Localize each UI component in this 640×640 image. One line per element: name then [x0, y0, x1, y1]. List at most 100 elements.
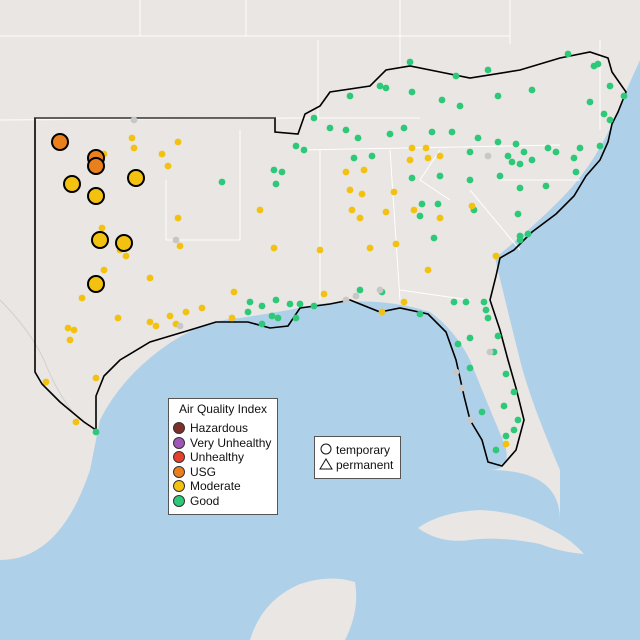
monitor-marker[interactable]	[406, 58, 414, 66]
monitor-marker[interactable]	[452, 72, 460, 80]
monitor-marker[interactable]	[342, 126, 350, 134]
monitor-marker[interactable]	[500, 402, 508, 410]
monitor-marker[interactable]	[92, 374, 100, 382]
temporary-monitor-marker[interactable]	[63, 175, 81, 193]
monitor-marker[interactable]	[174, 138, 182, 146]
monitor-marker[interactable]	[450, 298, 458, 306]
monitor-marker[interactable]	[606, 82, 614, 90]
monitor-marker[interactable]	[376, 82, 384, 90]
monitor-marker[interactable]	[356, 286, 364, 294]
monitor-marker[interactable]	[146, 274, 154, 282]
monitor-marker[interactable]	[182, 308, 190, 316]
monitor-marker[interactable]	[130, 116, 138, 124]
monitor-marker[interactable]	[270, 166, 278, 174]
monitor-marker[interactable]	[516, 184, 524, 192]
monitor-marker[interactable]	[436, 172, 444, 180]
monitor-marker[interactable]	[436, 152, 444, 160]
monitor-marker[interactable]	[354, 134, 362, 142]
monitor-marker[interactable]	[356, 214, 364, 222]
monitor-marker[interactable]	[484, 314, 492, 322]
monitor-marker[interactable]	[358, 190, 366, 198]
monitor-marker[interactable]	[514, 416, 522, 424]
monitor-marker[interactable]	[510, 388, 518, 396]
monitor-marker[interactable]	[176, 242, 184, 250]
monitor-marker[interactable]	[176, 322, 184, 330]
monitor-marker[interactable]	[272, 180, 280, 188]
monitor-marker[interactable]	[382, 84, 390, 92]
monitor-marker[interactable]	[542, 182, 550, 190]
monitor-marker[interactable]	[586, 98, 594, 106]
monitor-marker[interactable]	[376, 286, 384, 294]
monitor-marker[interactable]	[342, 168, 350, 176]
monitor-marker[interactable]	[320, 290, 328, 298]
monitor-marker[interactable]	[122, 252, 130, 260]
monitor-marker[interactable]	[502, 370, 510, 378]
monitor-marker[interactable]	[514, 210, 522, 218]
temporary-monitor-marker[interactable]	[91, 231, 109, 249]
monitor-marker[interactable]	[166, 312, 174, 320]
monitor-marker[interactable]	[286, 300, 294, 308]
monitor-marker[interactable]	[410, 206, 418, 214]
monitor-marker[interactable]	[486, 348, 494, 356]
monitor-marker[interactable]	[164, 162, 172, 170]
monitor-marker[interactable]	[600, 110, 608, 118]
monitor-marker[interactable]	[620, 92, 628, 100]
monitor-marker[interactable]	[366, 244, 374, 252]
monitor-marker[interactable]	[400, 298, 408, 306]
monitor-marker[interactable]	[130, 144, 138, 152]
monitor-marker[interactable]	[478, 408, 486, 416]
monitor-marker[interactable]	[466, 416, 474, 424]
monitor-marker[interactable]	[270, 244, 278, 252]
temporary-monitor-marker[interactable]	[87, 157, 105, 175]
monitor-marker[interactable]	[230, 288, 238, 296]
monitor-marker[interactable]	[350, 154, 358, 162]
monitor-marker[interactable]	[422, 144, 430, 152]
monitor-marker[interactable]	[510, 426, 518, 434]
monitor-marker[interactable]	[296, 300, 304, 308]
monitor-marker[interactable]	[66, 336, 74, 344]
monitor-marker[interactable]	[482, 306, 490, 314]
monitor-marker[interactable]	[292, 142, 300, 150]
monitor-marker[interactable]	[456, 102, 464, 110]
monitor-marker[interactable]	[326, 124, 334, 132]
monitor-marker[interactable]	[92, 428, 100, 436]
monitor-marker[interactable]	[408, 144, 416, 152]
monitor-marker[interactable]	[502, 432, 510, 440]
monitor-marker[interactable]	[382, 208, 390, 216]
monitor-marker[interactable]	[114, 314, 122, 322]
monitor-marker[interactable]	[452, 368, 460, 376]
monitor-marker[interactable]	[484, 66, 492, 74]
monitor-marker[interactable]	[292, 314, 300, 322]
monitor-marker[interactable]	[504, 152, 512, 160]
monitor-marker[interactable]	[468, 202, 476, 210]
monitor-marker[interactable]	[516, 160, 524, 168]
monitor-marker[interactable]	[484, 152, 492, 160]
temporary-monitor-marker[interactable]	[51, 133, 69, 151]
monitor-marker[interactable]	[576, 144, 584, 152]
monitor-marker[interactable]	[278, 168, 286, 176]
monitor-marker[interactable]	[466, 334, 474, 342]
monitor-marker[interactable]	[244, 308, 252, 316]
monitor-marker[interactable]	[300, 146, 308, 154]
monitor-marker[interactable]	[416, 310, 424, 318]
monitor-marker[interactable]	[466, 364, 474, 372]
monitor-marker[interactable]	[390, 188, 398, 196]
monitor-marker[interactable]	[494, 332, 502, 340]
monitor-marker[interactable]	[454, 340, 462, 348]
monitor-marker[interactable]	[572, 168, 580, 176]
monitor-marker[interactable]	[430, 234, 438, 242]
monitor-marker[interactable]	[512, 140, 520, 148]
monitor-marker[interactable]	[570, 154, 578, 162]
monitor-marker[interactable]	[492, 252, 500, 260]
monitor-marker[interactable]	[346, 186, 354, 194]
monitor-marker[interactable]	[128, 134, 136, 142]
monitor-marker[interactable]	[564, 50, 572, 58]
monitor-marker[interactable]	[342, 296, 350, 304]
monitor-marker[interactable]	[458, 384, 466, 392]
monitor-marker[interactable]	[268, 312, 276, 320]
monitor-marker[interactable]	[246, 298, 254, 306]
monitor-marker[interactable]	[424, 266, 432, 274]
monitor-marker[interactable]	[100, 266, 108, 274]
monitor-marker[interactable]	[502, 440, 510, 448]
